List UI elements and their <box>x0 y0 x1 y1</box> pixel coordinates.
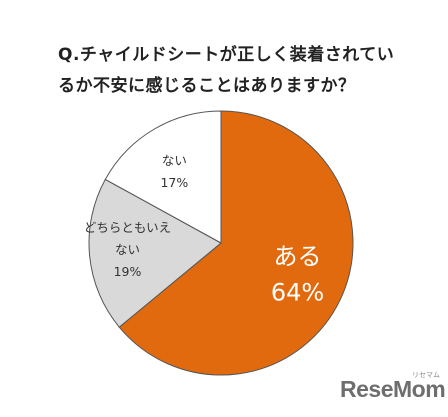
chart-title-line-1: Q.チャイルドシートが正しく装着されてい <box>58 45 395 65</box>
category-label-slice-2: ない <box>115 242 140 257</box>
resemom-logo: ReseMom リセマム <box>340 372 446 408</box>
chart-title-line-2: るか不安に感じることはありますか？ <box>58 76 356 96</box>
pie-slice-2 <box>88 178 222 328</box>
category-label-slice-1: ある <box>273 242 321 270</box>
data-label-slice-3: 17% <box>160 175 188 190</box>
logo-text: ReseMom <box>340 376 446 402</box>
chart-title: Q.チャイルドシートが正しく装着されてい るか不安に感じることはありますか？ <box>58 40 438 102</box>
pie-slice-1 <box>118 110 354 376</box>
category-label-slice-3: ない <box>162 153 187 168</box>
data-label-slice-2: 19% <box>114 264 142 279</box>
pie-slices <box>88 110 354 376</box>
category-label-slice-2: どちらともいえ <box>84 220 171 235</box>
logo-subtext: リセマム <box>412 372 440 379</box>
data-label-slice-1: 64% <box>271 278 324 306</box>
pie-slice-3 <box>104 110 222 244</box>
